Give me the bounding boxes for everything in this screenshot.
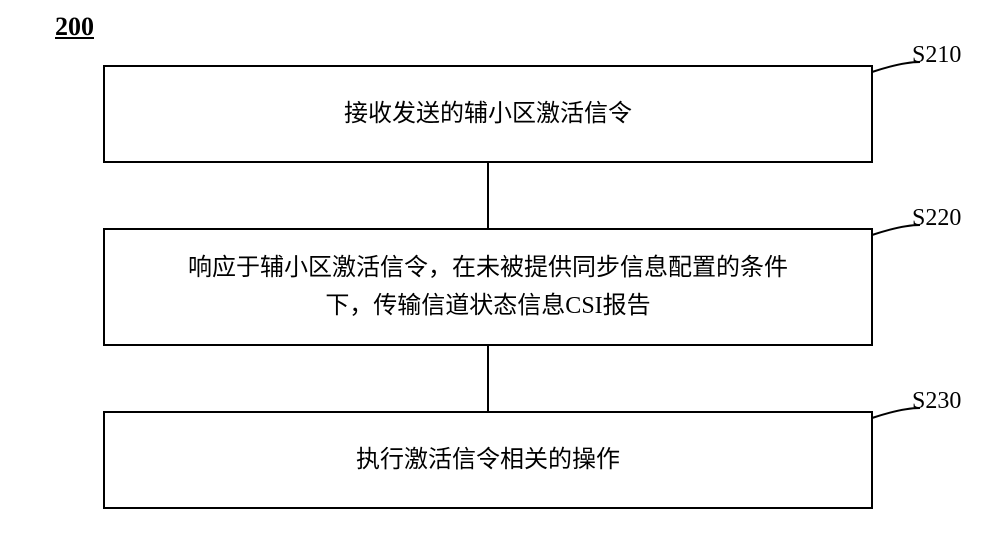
step-text-s210: 接收发送的辅小区激活信令 — [344, 95, 632, 133]
step-label-s210: S210 — [912, 42, 961, 69]
step-box-s230: 执行激活信令相关的操作 — [103, 411, 873, 509]
step-box-s210: 接收发送的辅小区激活信令 — [103, 65, 873, 163]
step-text-s230: 执行激活信令相关的操作 — [356, 441, 620, 479]
step-text-s220: 响应于辅小区激活信令，在未被提供同步信息配置的条件下，传输信道状态信息CSI报告 — [188, 249, 788, 326]
step-label-s220: S220 — [912, 205, 961, 232]
connector-s220-s230 — [487, 346, 489, 411]
figure-number: 200 — [55, 12, 94, 42]
flowchart-canvas: 200 接收发送的辅小区激活信令 S210 响应于辅小区激活信令，在未被提供同步… — [0, 0, 1000, 551]
step-box-s220: 响应于辅小区激活信令，在未被提供同步信息配置的条件下，传输信道状态信息CSI报告 — [103, 228, 873, 346]
step-label-s230: S230 — [912, 388, 961, 415]
connector-s210-s220 — [487, 163, 489, 228]
